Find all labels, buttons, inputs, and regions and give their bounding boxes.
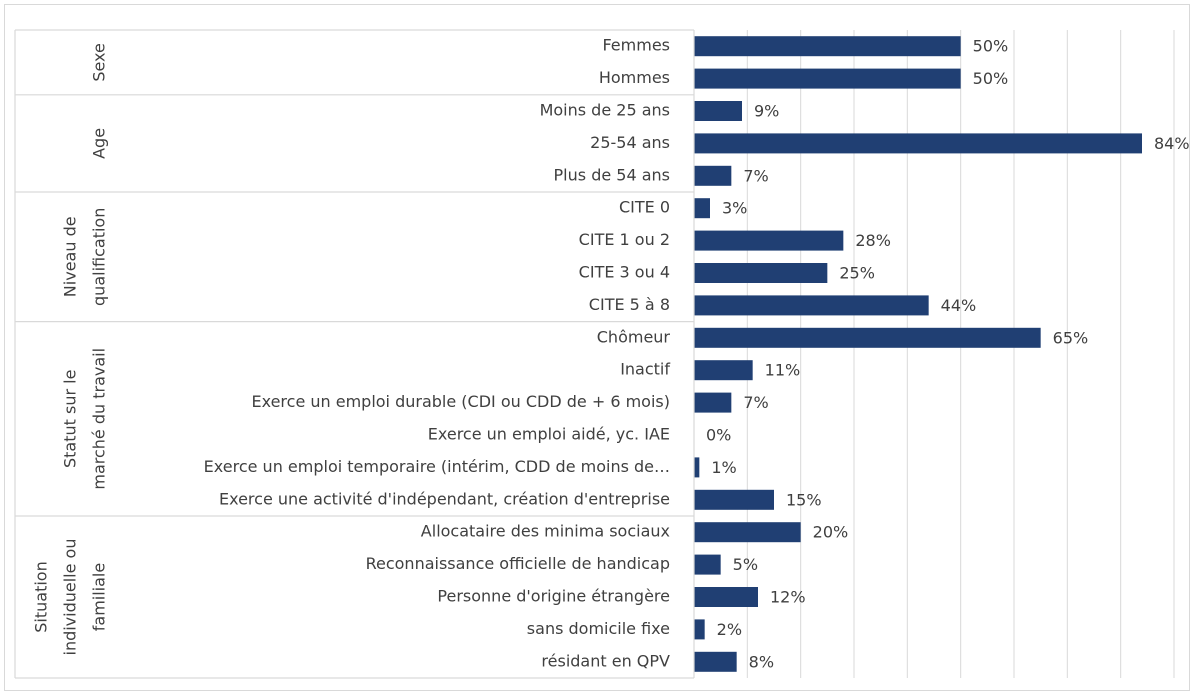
bar: [694, 327, 1041, 348]
group-label: Sexe: [90, 43, 109, 82]
category-label: Chômeur: [597, 327, 671, 346]
category-label: Exerce un emploi temporaire (intérim, CD…: [204, 457, 670, 476]
category-label: 25-54 ans: [590, 133, 670, 152]
category-label: Exerce un emploi durable (CDI ou CDD de …: [251, 392, 670, 411]
value-label: 65%: [1053, 328, 1089, 347]
bar: [694, 230, 844, 251]
bar: [694, 101, 742, 121]
category-label: CITE 5 à 8: [589, 295, 670, 314]
bar: [694, 392, 732, 413]
group-label: Statut sur le: [61, 370, 80, 468]
bar: [694, 133, 1142, 154]
bar: [694, 651, 737, 672]
category-label: Plus de 54 ans: [554, 165, 670, 184]
value-label: 7%: [743, 393, 768, 412]
bar: [694, 522, 801, 543]
chart-frame: [4, 4, 1190, 691]
category-label: CITE 0: [619, 198, 670, 217]
bar: [694, 360, 753, 381]
bar: [694, 489, 774, 510]
category-label: Exerce un emploi aidé, yc. IAE: [428, 425, 670, 444]
category-label: Moins de 25 ans: [540, 101, 670, 120]
category-label: Inactif: [620, 360, 670, 379]
category-label: Exerce une activité d'indépendant, créat…: [219, 489, 670, 508]
group-label: Situation: [32, 561, 51, 632]
group-label: Age: [90, 128, 109, 159]
value-label: 12%: [770, 588, 806, 607]
value-label: 7%: [743, 166, 768, 185]
value-label: 28%: [855, 231, 891, 250]
category-label: sans domicile fixe: [527, 619, 670, 638]
value-label: 11%: [765, 361, 801, 380]
bar: [694, 619, 705, 640]
value-label: 50%: [973, 37, 1009, 56]
value-label: 25%: [839, 264, 875, 283]
value-label: 2%: [717, 620, 742, 639]
value-label: 1%: [711, 458, 736, 477]
bar: [694, 587, 758, 607]
category-label: Allocataire des minima sociaux: [421, 522, 670, 541]
category-label: Reconnaissance officielle de handicap: [366, 554, 670, 573]
bar: [694, 68, 961, 89]
group-label: Niveau de: [61, 216, 80, 297]
bar: [694, 457, 700, 478]
category-label: Hommes: [599, 68, 670, 87]
bar: [694, 165, 732, 186]
value-label: 8%: [749, 652, 774, 671]
group-label: individuelle ou: [61, 539, 80, 656]
value-label: 44%: [941, 296, 977, 315]
value-label: 15%: [786, 490, 822, 509]
value-label: 9%: [754, 102, 779, 121]
group-label: qualification: [90, 208, 109, 306]
bar: [694, 554, 721, 575]
value-label: 3%: [722, 199, 747, 218]
category-label: Femmes: [602, 36, 670, 55]
value-label: 50%: [973, 69, 1009, 88]
group-label: familiale: [90, 563, 109, 631]
category-label: Personne d'origine étrangère: [437, 587, 670, 606]
bar: [694, 263, 828, 283]
bar: [694, 198, 710, 219]
value-label: 5%: [733, 555, 758, 574]
bar: [694, 36, 961, 57]
value-label: 84%: [1154, 134, 1190, 153]
category-label: résidant en QPV: [541, 651, 670, 670]
group-label: marché du travail: [90, 348, 109, 490]
bar: [694, 295, 929, 316]
value-label: 20%: [813, 523, 849, 542]
category-label: CITE 3 ou 4: [579, 263, 670, 282]
value-label: 0%: [706, 426, 731, 445]
category-label: CITE 1 ou 2: [579, 230, 670, 249]
